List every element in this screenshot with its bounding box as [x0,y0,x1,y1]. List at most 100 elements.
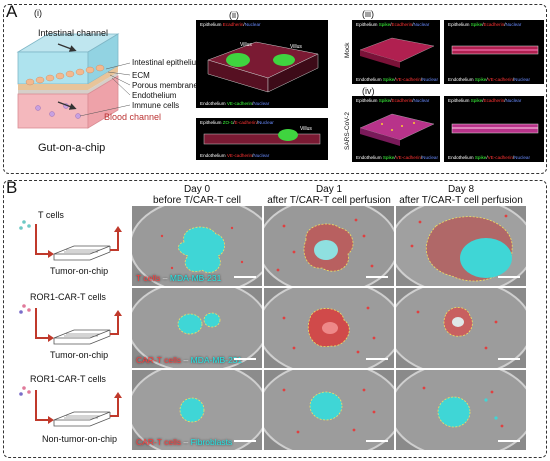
iv-right-title-5: / [504,98,506,103]
iv-right-bottom-6: Nuclear [514,155,531,160]
chip-3d-drawing [16,33,131,129]
row0-legend-sep: – [160,273,170,283]
micrograph-iv-right-image [451,123,539,134]
iv-right-bottom-4: VE-cadherin [487,155,513,160]
row-2-chip-label: Non-tumor-on-chip [42,434,118,444]
row-0-chip-label: Tumor-on-chip [50,266,109,276]
image-row0-day8 [396,206,526,286]
ii-bottom-title-4: E-cadherin [234,120,257,125]
row0-day0-legend: T cells – MDA-MB-231 [136,273,221,283]
day-header-1: Day 1 after T/CAR-T cell perfusion [264,184,394,206]
micrograph-iv-right: Epithelium Spike/Ecadherin/Nuclear Endot… [444,96,544,162]
iii-right-bottom-1: Endothelium [448,77,475,82]
row-label-sars: SARS-CoV-2 [344,112,351,150]
iii-left-title-1: Epithelium [356,22,379,27]
iii-left-title-5: / [412,22,414,27]
micrograph-iii-left-image [359,37,435,68]
iv-left-title-6: Nuclear [413,98,430,103]
ii-top-bottom-4: Nuclear [253,101,270,106]
panel-b-frame [3,180,547,458]
gut-on-chip-caption: Gut-on-a-chip [38,142,106,154]
image-row2-day0: CAR-T cells – Fibroblasts [132,370,262,450]
schematic-label-endothelium: Endothelium [132,91,177,100]
iv-right-bottom-3: / [486,155,488,160]
row-2-cells-label: ROR1-CAR-T cells [30,374,106,384]
row1-day1-scalebar [366,358,388,360]
ii-top-bottom-1: Endothelium [200,101,227,106]
image-row0-day1-drawing [264,206,394,286]
micrograph-ii-bottom-image [203,129,321,145]
panel-a-letter: A [6,2,18,21]
iv-right-title-1: Epithelium [448,98,471,103]
row2-day8-scalebar [498,440,520,442]
image-row0-day1 [264,206,394,286]
row1-legend-b: MDA-MB-231 [190,355,243,365]
iv-left-bottom-1: Endothelium [356,155,383,160]
image-row1-day1-drawing [264,288,394,368]
ii-top-title-2: Ecadherin [222,22,244,27]
image-row1-day8 [396,288,526,368]
iii-right-bottom-2: Spike [474,77,487,82]
iii-left-bottom-4: VE-cadherin [395,77,421,82]
ii-bottom-bottom-3: / [252,153,254,158]
schematic-label-immune: Immune cells [132,101,180,110]
row2-legend-a: CAR-T cells [136,437,182,447]
row1-legend-sep: – [181,355,191,365]
row2-legend-b: Fibroblasts [190,437,233,447]
image-row1-day0: CAR-T cells – MDA-MB-231 [132,288,262,368]
image-row0-day8-drawing [396,206,526,286]
iii-left-title-3: / [390,22,392,27]
iii-right-title-4: Ecadherin [483,22,505,27]
iii-left-bottom-1: Endothelium [356,77,383,82]
iv-right-title-4: Ecadherin [483,98,505,103]
row2-legend-sep: – [181,437,191,447]
iii-left-bottom-5: / [420,77,423,82]
sub-label-iv: (iv) [362,86,375,96]
iii-right-bottom-4: VE-cadherin [487,77,513,82]
micrograph-iv-left-image [359,113,435,146]
iv-left-title-4: Ecadherin [391,98,413,103]
iii-left-bottom-3: / [394,77,396,82]
sub-label-ii: (ii) [229,10,239,20]
iv-right-title-2: Spike [470,98,483,103]
image-row1-day0-drawing [132,288,262,368]
gut-chip-schematic: Intestinal channel Blood channel Intesti… [8,22,208,172]
panel-b-letter: B [6,178,18,197]
ii-bottom-title-1: Epithelium [200,120,223,125]
ii-top-title-4: Nuclear [244,22,261,27]
micrograph-ii-top-image [207,41,319,93]
row1-day0-legend: CAR-T cells – MDA-MB-231 [136,355,242,365]
row-label-mock: Mock [344,42,351,58]
row0-legend-a: T cells [136,273,161,283]
row1-day0-scalebar [234,358,256,360]
iv-left-bottom-5: / [420,155,423,160]
iii-right-title-3: / [482,22,484,27]
day-header-2: Day 8 after T/CAR-T cell perfusion [396,184,526,206]
image-row1-day8-drawing [396,288,526,368]
iii-right-bottom-3: / [486,77,488,82]
micrograph-iii-left: Epithelium Spike/Ecadherin/Nuclear Endot… [352,20,440,84]
micrograph-iii-right: Epithelium Spike/Ecadherin/Nuclear Endot… [444,20,544,84]
iii-left-title-2: Spike [378,22,391,27]
day-header-1-desc: after T/CAR-T cell perfusion [267,195,391,206]
row1-day8-scalebar [498,358,520,360]
day-header-0-title: Day 0 [183,184,211,195]
ii-bottom-villus: Villus [300,126,312,132]
schematic-label-ecm: ECM [132,71,150,80]
ii-top-bottom-3: / [252,101,254,106]
ii-bottom-bottom-1: Endothelium [200,153,227,158]
iii-right-title-1: Epithelium [448,22,471,27]
ii-top-title-3: / [243,22,245,27]
image-row0-day0-drawing [132,206,262,286]
iii-left-bottom-6: Nuclear [422,77,439,82]
iv-right-bottom-1: Endothelium [448,155,475,160]
ii-bottom-title-6: Nuclear [257,120,274,125]
row-1-chip-label: Tumor-on-chip [50,350,109,360]
day-header-2-desc: after T/CAR-T cell perfusion [399,195,523,206]
ii-bottom-title-2: ZO-1 [222,120,234,125]
iii-right-title-2: Spike [470,22,483,27]
row2-day0-scalebar [234,440,256,442]
iv-left-title-3: / [390,98,392,103]
iii-right-title-5: / [504,22,506,27]
iv-right-title-3: / [482,98,484,103]
